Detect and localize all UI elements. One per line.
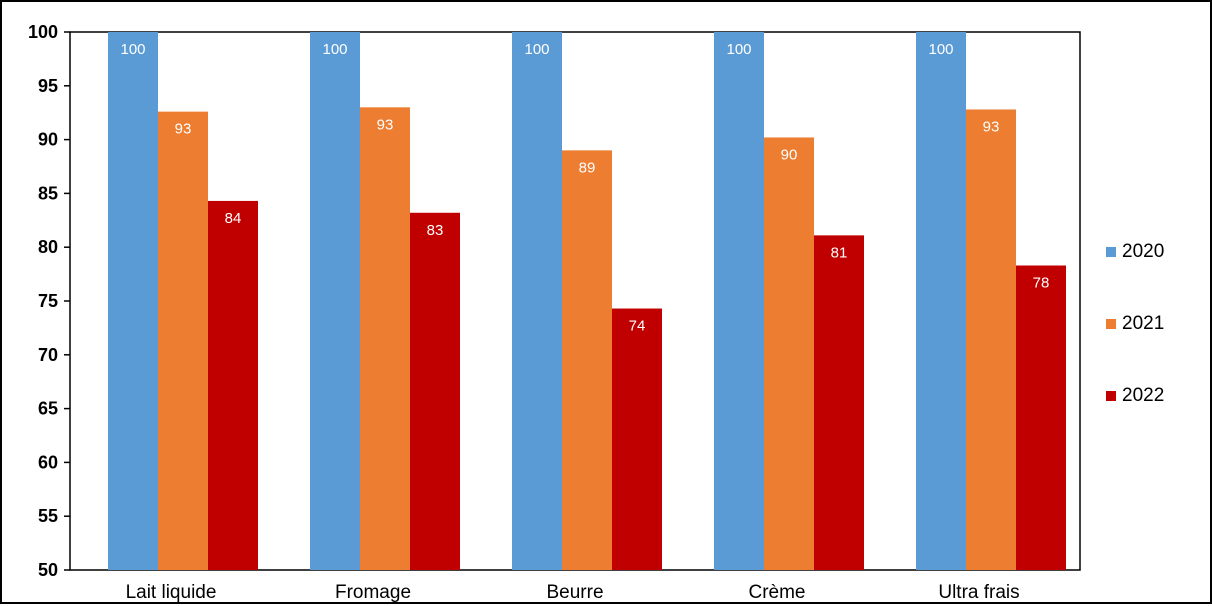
x-tick-label: Ultra frais (938, 582, 1019, 603)
bar-2022-2 (612, 308, 662, 570)
data-label: 81 (831, 244, 848, 261)
y-tick-label: 55 (38, 506, 58, 526)
data-label: 93 (377, 116, 394, 133)
x-axis: Lait liquide Fromage Beurre Crème Ultra frai… (126, 582, 1020, 603)
y-tick-label: 80 (38, 237, 58, 257)
bar-2021-1 (360, 107, 410, 570)
data-label: 90 (781, 146, 798, 163)
legend-swatch-2021 (1106, 319, 1116, 329)
data-label: 84 (225, 210, 242, 227)
data-label: 78 (1033, 274, 1050, 291)
bars (108, 32, 1066, 571)
y-tick-label: 70 (38, 345, 58, 365)
bar-2021-3 (764, 137, 814, 570)
y-tick-label: 65 (38, 399, 58, 419)
data-label: 100 (726, 41, 751, 58)
data-label: 100 (928, 41, 953, 58)
bar-2020-1 (310, 32, 360, 570)
legend-swatch-2020 (1106, 247, 1116, 257)
x-tick-label: Beurre (546, 582, 603, 603)
data-label: 100 (524, 41, 549, 58)
data-label: 100 (120, 41, 145, 58)
legend: 2020 2021 2022 (1106, 241, 1164, 406)
y-tick-label: 90 (38, 130, 58, 150)
x-tick-label: Fromage (335, 582, 411, 603)
data-label: 74 (629, 318, 646, 335)
bar-2020-3 (714, 32, 764, 570)
bar-2020-0 (108, 32, 158, 570)
y-tick-label: 75 (38, 291, 58, 311)
legend-label-2021: 2021 (1122, 313, 1164, 334)
bar-2022-3 (814, 235, 864, 570)
y-tick-label: 50 (38, 560, 58, 580)
data-labels: 100 93 84 100 93 83 100 89 74 100 90 81 100 93 78 (120, 41, 1049, 335)
bar-2021-0 (158, 111, 208, 571)
x-tick-label: Crème (748, 582, 805, 603)
y-tick-label: 95 (38, 76, 58, 96)
bar-2020-2 (512, 32, 562, 570)
y-tick-label: 85 (38, 183, 58, 203)
y-tick-label: 60 (38, 452, 58, 472)
legend-label-2020: 2020 (1122, 241, 1164, 262)
data-label: 93 (175, 121, 192, 138)
data-label: 89 (579, 159, 596, 176)
data-label: 100 (322, 41, 347, 58)
data-label: 83 (427, 222, 444, 239)
x-tick-label: Lait liquide (126, 582, 217, 603)
legend-swatch-2022 (1106, 391, 1116, 401)
y-axis: 50 55 60 65 70 75 80 85 90 95 100 (28, 22, 70, 580)
bar-2022-1 (410, 212, 460, 570)
bar-2021-4 (966, 109, 1016, 571)
bar-2020-4 (916, 32, 966, 570)
bar-2022-0 (208, 200, 258, 570)
data-label: 93 (983, 118, 1000, 135)
y-tick-label: 100 (28, 22, 58, 42)
legend-label-2022: 2022 (1122, 385, 1164, 406)
bar-2022-4 (1016, 265, 1066, 570)
bar-2021-2 (562, 150, 612, 571)
